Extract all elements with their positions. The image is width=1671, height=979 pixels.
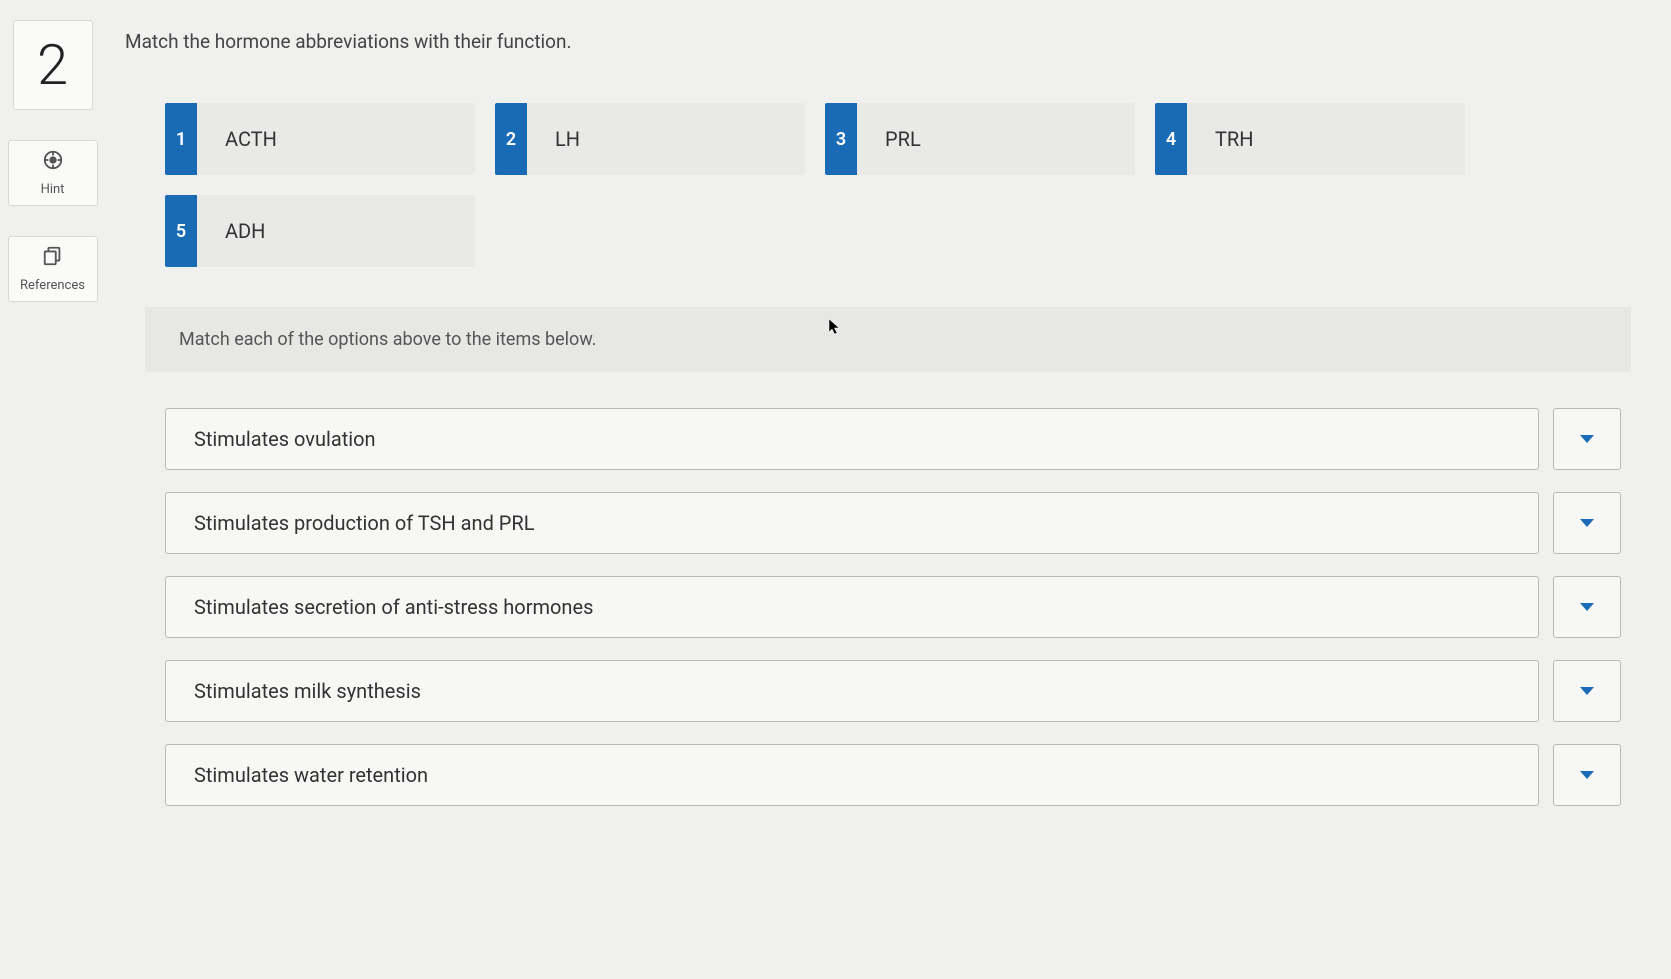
- option-card-5[interactable]: 5 ADH: [165, 195, 475, 267]
- references-label: References: [20, 278, 85, 293]
- hint-button[interactable]: Hint: [8, 140, 98, 206]
- references-icon: [42, 245, 64, 272]
- chevron-down-icon: [1580, 519, 1594, 527]
- match-dropdown-2[interactable]: [1553, 492, 1621, 554]
- hint-icon: [42, 149, 64, 176]
- option-number-2: 2: [495, 103, 527, 175]
- option-number-3: 3: [825, 103, 857, 175]
- question-number: 2: [37, 32, 68, 98]
- option-card-3[interactable]: 3 PRL: [825, 103, 1135, 175]
- match-row-2: Stimulates production of TSH and PRL: [165, 492, 1621, 554]
- chevron-down-icon: [1580, 771, 1594, 779]
- match-row-5: Stimulates water retention: [165, 744, 1621, 806]
- match-dropdown-3[interactable]: [1553, 576, 1621, 638]
- option-number-1: 1: [165, 103, 197, 175]
- match-row-4: Stimulates milk synthesis: [165, 660, 1621, 722]
- match-dropdown-5[interactable]: [1553, 744, 1621, 806]
- option-card-4[interactable]: 4 TRH: [1155, 103, 1465, 175]
- match-item-2[interactable]: Stimulates production of TSH and PRL: [165, 492, 1539, 554]
- option-label-3: PRL: [857, 127, 921, 151]
- option-label-2: LH: [527, 127, 580, 151]
- match-dropdown-4[interactable]: [1553, 660, 1621, 722]
- option-card-2[interactable]: 2 LH: [495, 103, 805, 175]
- sidebar: 2 Hint Referen: [0, 0, 105, 979]
- page-container: 2 Hint Referen: [0, 0, 1671, 979]
- match-item-3[interactable]: Stimulates secretion of anti-stress horm…: [165, 576, 1539, 638]
- match-row-3: Stimulates secretion of anti-stress horm…: [165, 576, 1621, 638]
- hint-label: Hint: [41, 182, 65, 197]
- option-label-1: ACTH: [197, 127, 277, 151]
- references-button[interactable]: References: [8, 236, 98, 302]
- chevron-down-icon: [1580, 603, 1594, 611]
- match-item-1[interactable]: Stimulates ovulation: [165, 408, 1539, 470]
- match-item-4[interactable]: Stimulates milk synthesis: [165, 660, 1539, 722]
- option-number-4: 4: [1155, 103, 1187, 175]
- match-row-1: Stimulates ovulation: [165, 408, 1621, 470]
- chevron-down-icon: [1580, 687, 1594, 695]
- question-number-box: 2: [13, 20, 93, 110]
- option-label-4: TRH: [1187, 127, 1254, 151]
- match-item-5[interactable]: Stimulates water retention: [165, 744, 1539, 806]
- chevron-down-icon: [1580, 435, 1594, 443]
- question-prompt: Match the hormone abbreviations with the…: [125, 30, 1631, 53]
- match-dropdown-1[interactable]: [1553, 408, 1621, 470]
- option-card-1[interactable]: 1 ACTH: [165, 103, 475, 175]
- main-content: Match the hormone abbreviations with the…: [105, 0, 1671, 979]
- option-number-5: 5: [165, 195, 197, 267]
- options-row: 1 ACTH 2 LH 3 PRL 4 TRH 5 ADH: [165, 103, 1631, 267]
- instruction-bar: Match each of the options above to the i…: [145, 307, 1631, 372]
- option-label-5: ADH: [197, 219, 265, 243]
- match-list: Stimulates ovulation Stimulates producti…: [165, 408, 1621, 806]
